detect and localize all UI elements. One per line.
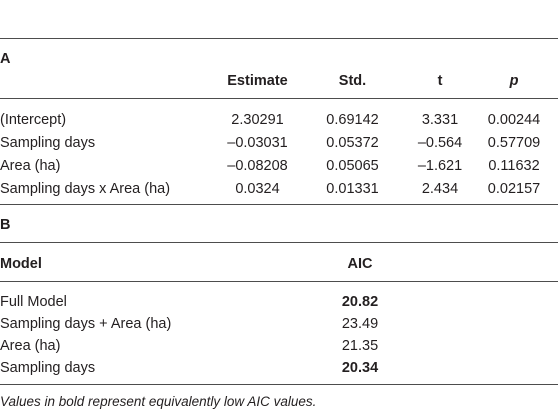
- model-cell: Full Model: [0, 294, 67, 310]
- std-cell: 0.69142: [326, 112, 379, 128]
- section-rule: [0, 204, 558, 205]
- t-cell: –0.564: [417, 135, 463, 151]
- term-cell: Area (ha): [0, 158, 61, 174]
- estimate-cell: 2.30291: [231, 112, 284, 128]
- header-estimate: Estimate: [227, 73, 288, 89]
- t-cell: 2.434: [421, 181, 459, 197]
- header-t: t: [437, 73, 443, 89]
- table-footnote: Values in bold represent equivalently lo…: [0, 394, 317, 409]
- estimate-cell: –0.03031: [227, 135, 288, 151]
- aic-cell: 23.49: [341, 316, 379, 332]
- p-cell: 0.02157: [487, 181, 541, 197]
- header-model: Model: [0, 256, 42, 272]
- std-cell: 0.01331: [326, 181, 379, 197]
- p-cell: 0.00244: [487, 112, 541, 128]
- aic-cell: 21.35: [341, 338, 379, 354]
- bottom-rule: [0, 384, 558, 385]
- header-p: p: [509, 73, 519, 89]
- std-cell: 0.05065: [326, 158, 379, 174]
- section-a-label: A: [0, 51, 11, 67]
- header-rule-b: [0, 281, 558, 282]
- section-b-top-rule: [0, 242, 558, 243]
- term-cell: Sampling days: [0, 135, 96, 151]
- estimate-cell: –0.08208: [227, 158, 288, 174]
- t-cell: 3.331: [421, 112, 459, 128]
- estimate-cell: 0.0324: [235, 181, 280, 197]
- model-cell: Sampling days + Area (ha): [0, 316, 172, 332]
- header-std: Std.: [338, 73, 367, 89]
- p-cell: 0.11632: [488, 158, 540, 174]
- term-cell: Sampling days x Area (ha): [0, 181, 171, 197]
- model-cell: Area (ha): [0, 338, 61, 354]
- aic-cell: 20.34: [341, 360, 379, 376]
- section-b-label: B: [0, 217, 11, 233]
- p-cell: 0.57709: [487, 135, 541, 151]
- std-cell: 0.05372: [326, 135, 379, 151]
- header-rule-a: [0, 98, 558, 99]
- t-cell: –1.621: [417, 158, 463, 174]
- aic-cell: 20.82: [341, 294, 379, 310]
- header-aic: AIC: [347, 256, 373, 272]
- top-rule: [0, 38, 558, 39]
- model-cell: Sampling days: [0, 360, 96, 376]
- term-cell: (Intercept): [0, 112, 67, 128]
